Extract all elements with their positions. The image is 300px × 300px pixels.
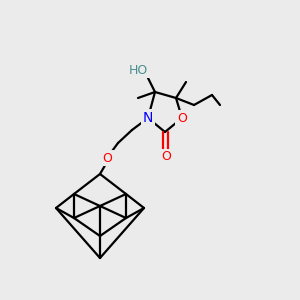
- Text: O: O: [102, 152, 112, 164]
- Text: O: O: [161, 151, 171, 164]
- Text: HO: HO: [128, 64, 148, 76]
- Text: O: O: [177, 112, 187, 124]
- Text: N: N: [143, 111, 153, 125]
